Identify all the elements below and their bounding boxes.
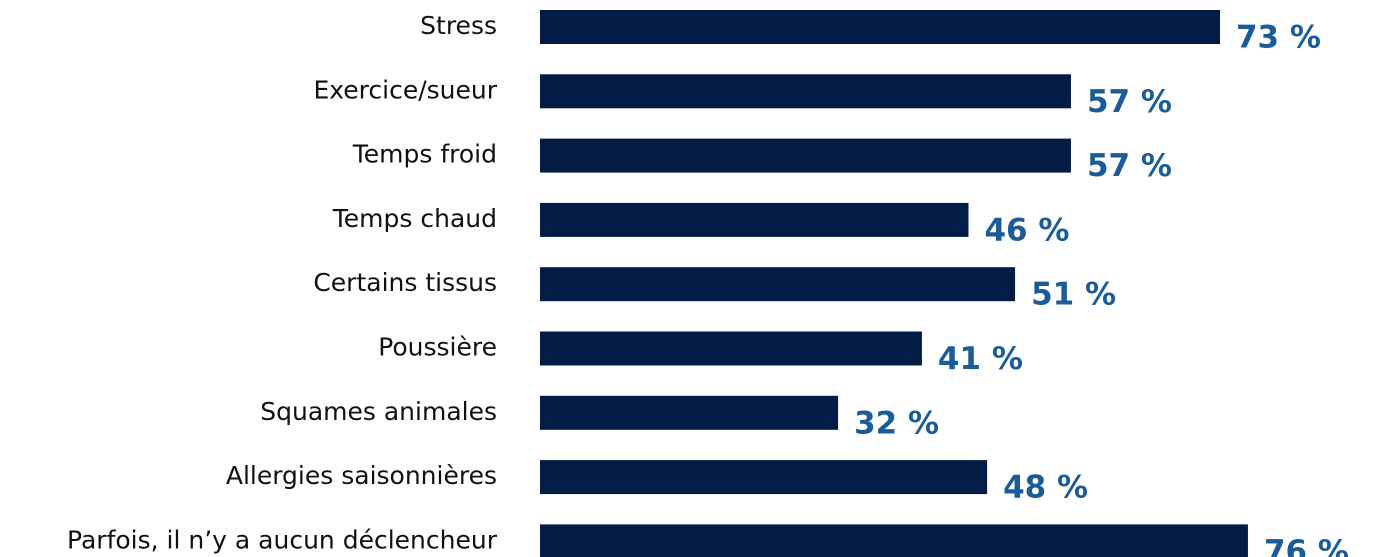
value-label: 73 % xyxy=(1236,20,1321,56)
bar xyxy=(540,202,969,237)
bar xyxy=(540,524,1248,557)
bar xyxy=(540,395,839,430)
value-label: 41 % xyxy=(938,341,1023,377)
bar xyxy=(540,267,1016,302)
value-label: 48 % xyxy=(1003,470,1088,506)
bar xyxy=(540,331,922,366)
category-label: Temps froid xyxy=(352,140,497,169)
category-label: Squames animales xyxy=(260,397,497,426)
value-label: 32 % xyxy=(854,405,939,441)
value-label: 57 % xyxy=(1087,148,1172,184)
value-label: 46 % xyxy=(984,212,1069,248)
category-label: Temps chaud xyxy=(332,204,497,233)
value-label: 51 % xyxy=(1031,277,1116,313)
bar xyxy=(540,138,1071,173)
bar xyxy=(540,10,1220,44)
category-label: Certains tissus xyxy=(313,268,497,297)
value-label: 76 % xyxy=(1264,534,1349,557)
category-label: Parfois, il n’y a aucun déclencheur xyxy=(67,525,498,554)
category-label: Exercice/sueur xyxy=(313,75,497,104)
bar xyxy=(540,460,988,495)
bar xyxy=(540,74,1071,109)
value-label: 57 % xyxy=(1087,84,1172,120)
category-label: Allergies saisonnières xyxy=(226,461,497,490)
category-label: Stress xyxy=(420,11,497,40)
category-label: Poussière xyxy=(378,333,497,362)
